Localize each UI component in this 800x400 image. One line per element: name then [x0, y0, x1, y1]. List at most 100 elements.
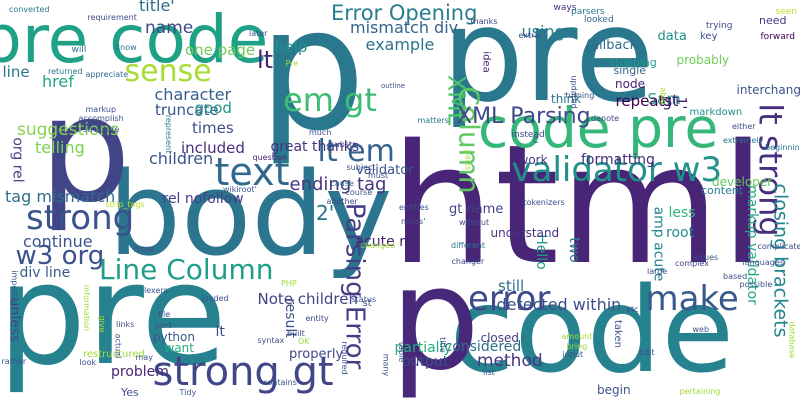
cloud-word: detected within — [496, 295, 622, 314]
cloud-word: know — [115, 43, 137, 52]
cloud-word: validator w3 — [511, 150, 723, 190]
cloud-word: Edit — [639, 348, 655, 357]
cloud-word: suggestions — [17, 119, 119, 140]
cloud-word: name — [145, 17, 194, 38]
cloud-word: pertaining — [679, 387, 721, 396]
cloud-word: body — [108, 147, 393, 282]
cloud-word: developer — [712, 175, 773, 189]
cloud-word: gt — [662, 91, 679, 110]
cloud-word: issues — [693, 253, 719, 262]
cloud-word: mismatch div — [350, 18, 459, 37]
cloud-word: content — [701, 183, 744, 197]
cloud-word: code pre — [478, 95, 719, 160]
cloud-word: still — [498, 276, 525, 295]
cloud-word: considered — [444, 339, 522, 355]
cloud-word: acute m — [355, 234, 413, 250]
cloud-word: node — [615, 77, 645, 91]
cloud-word: ending tag — [289, 174, 387, 195]
cloud-word: children — [149, 149, 214, 168]
cloud-word: lt em — [317, 134, 395, 169]
cloud-word: probably — [676, 53, 730, 67]
cloud-word: help — [275, 37, 308, 56]
cloud-word: validator — [356, 162, 414, 178]
cloud-word: table — [397, 341, 407, 363]
cloud-word: thanks — [470, 17, 498, 26]
cloud-word: partially — [394, 340, 452, 356]
cloud-word: lexers — [144, 286, 168, 295]
cloud-word: look — [79, 358, 97, 367]
cloud-word: rather — [1, 357, 27, 366]
cloud-word: properly — [289, 346, 344, 362]
cloud-word: interchanged — [736, 83, 800, 97]
cloud-word: C — [533, 136, 539, 145]
cloud-word: want — [164, 341, 194, 355]
cloud-word: give — [96, 315, 106, 333]
cloud-word: languages — [742, 258, 784, 267]
cloud-word: looked — [584, 14, 614, 25]
cloud-word: now — [133, 244, 155, 255]
cloud-word: cause — [330, 179, 354, 188]
cloud-word: beginning — [765, 143, 800, 152]
cloud-word: href — [42, 72, 74, 91]
cloud-word: w3 org — [15, 241, 105, 271]
cloud-word: Column — [452, 86, 486, 194]
cloud-word: formatting — [581, 152, 655, 168]
cloud-word: Note children' — [257, 289, 363, 308]
cloud-word: stopping — [609, 55, 657, 69]
cloud-word: single — [613, 63, 647, 77]
cloud-word: based — [723, 272, 748, 281]
cloud-word: line — [2, 62, 30, 81]
cloud-word: strong gt — [152, 349, 334, 395]
cloud-word: much — [309, 128, 332, 137]
cloud-word: links — [116, 320, 135, 329]
cloud-word: markup — [85, 105, 117, 114]
cloud-word: database — [787, 321, 797, 359]
cloud-word: 2' — [316, 201, 335, 225]
cloud-word: amount — [561, 332, 593, 341]
cloud-word: work — [518, 153, 548, 167]
cloud-word: bring — [566, 342, 588, 351]
cloud-word: Line Column — [99, 253, 274, 286]
cloud-word: strip_tags — [105, 200, 145, 209]
cloud-word: notes' — [401, 217, 426, 226]
cloud-word: included — [181, 138, 245, 157]
cloud-word: markdown — [689, 107, 743, 118]
cloud-word: st — [362, 298, 372, 309]
cloud-word: tag mismatch — [5, 187, 116, 206]
cloud-word: times — [192, 118, 234, 137]
cloud-word: p — [390, 237, 481, 400]
cloud-word: trying — [706, 20, 733, 31]
cloud-word: entities — [399, 203, 429, 212]
cloud-word: title' — [139, 0, 175, 15]
cloud-word: requirement — [87, 13, 137, 22]
cloud-word: p — [258, 0, 366, 169]
cloud-word: restructured — [83, 349, 145, 360]
cloud-word: em gt — [283, 81, 377, 119]
cloud-word: complicated — [757, 242, 800, 251]
cloud-word: port — [155, 321, 172, 330]
cloud-word: good — [194, 98, 232, 117]
cloud-word: etc — [626, 305, 639, 314]
cloud-word: status — [351, 295, 377, 304]
cloud-word: complex — [675, 259, 709, 268]
cloud-word: input — [562, 350, 584, 359]
cloud-word: parsers — [571, 6, 605, 17]
cloud-word: required — [339, 341, 349, 375]
cloud-word: data — [657, 28, 687, 44]
cloud-word: lt — [215, 324, 225, 340]
cloud-word: will — [71, 44, 87, 55]
cloud-word: file — [158, 310, 171, 319]
cloud-word: gt name — [449, 201, 504, 217]
cloud-word: outline — [381, 81, 406, 90]
cloud-word: extra — [518, 31, 540, 40]
cloud-word: subject — [346, 163, 376, 172]
cloud-word: p — [39, 65, 132, 235]
cloud-word: OK — [298, 337, 310, 346]
cloud-word: pre — [441, 0, 655, 131]
cloud-word: represent — [164, 114, 174, 154]
cloud-word: must — [368, 171, 389, 180]
cloud-word: changer — [451, 257, 485, 266]
cloud-word: parts — [462, 149, 472, 171]
cloud-word: continue — [23, 232, 93, 251]
cloud-word: output — [402, 354, 449, 370]
